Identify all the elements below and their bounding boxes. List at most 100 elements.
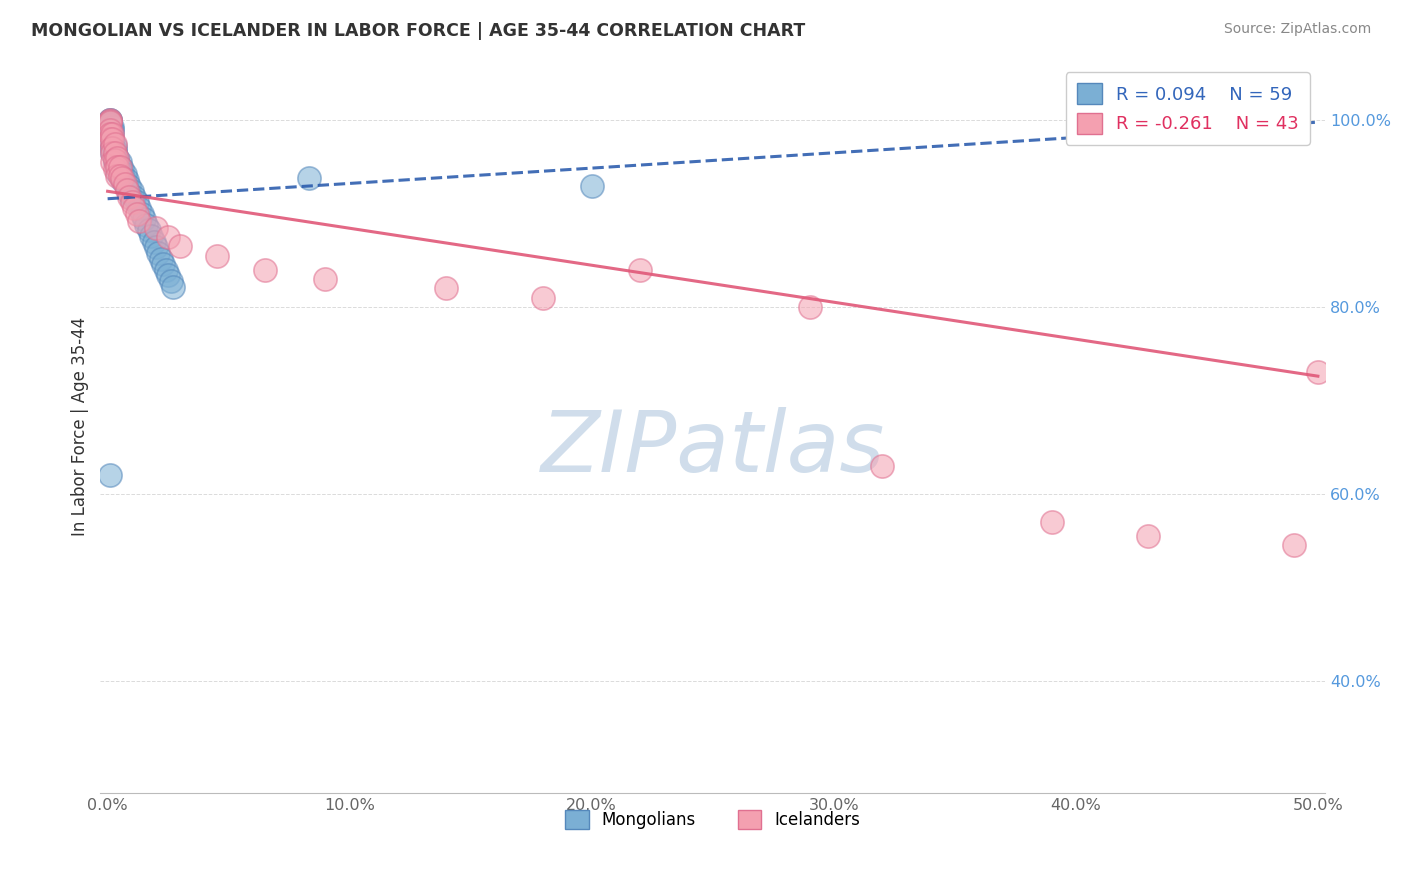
Point: [1306, 366, 1329, 380]
Point: [101, 146, 124, 161]
Point: [122, 190, 145, 204]
Point: [104, 146, 127, 161]
Point: [105, 160, 128, 174]
Point: [145, 220, 167, 235]
Point: [104, 146, 127, 161]
Point: [101, 141, 124, 155]
Point: [104, 161, 127, 176]
Point: [108, 160, 131, 174]
Point: [159, 274, 181, 288]
Point: [98, 115, 121, 129]
Point: [101, 128, 124, 142]
Text: ZIPatlas: ZIPatlas: [541, 407, 884, 490]
Text: Source: ZipAtlas.com: Source: ZipAtlas.com: [1223, 22, 1371, 37]
Point: [436, 281, 458, 295]
Point: [157, 268, 180, 283]
Point: [157, 230, 180, 244]
Point: [531, 291, 554, 305]
Point: [104, 151, 127, 165]
Point: [115, 173, 138, 187]
Point: [125, 195, 148, 210]
Point: [101, 132, 124, 146]
Point: [131, 207, 153, 221]
Point: [108, 164, 131, 178]
Point: [149, 252, 172, 266]
Point: [870, 458, 893, 473]
Point: [101, 146, 124, 161]
Point: [148, 246, 170, 260]
Point: [104, 143, 127, 157]
Y-axis label: In Labor Force | Age 35-44: In Labor Force | Age 35-44: [72, 317, 89, 536]
Point: [114, 168, 136, 182]
Point: [121, 192, 143, 206]
Point: [205, 249, 228, 263]
Point: [114, 174, 136, 188]
Text: MONGOLIAN VS ICELANDER IN LABOR FORCE | AGE 35-44 CORRELATION CHART: MONGOLIAN VS ICELANDER IN LABOR FORCE | …: [31, 22, 806, 40]
Point: [105, 151, 128, 165]
Legend: Mongolians, Icelanders: Mongolians, Icelanders: [558, 803, 868, 836]
Point: [111, 173, 134, 187]
Point: [115, 183, 138, 197]
Point: [162, 279, 184, 293]
Point: [121, 184, 143, 198]
Point: [799, 300, 821, 314]
Point: [1040, 515, 1063, 529]
Point: [115, 180, 138, 194]
Point: [135, 218, 157, 232]
Point: [98, 132, 121, 146]
Point: [105, 160, 128, 174]
Point: [142, 235, 165, 249]
Point: [98, 115, 121, 129]
Point: [132, 212, 155, 227]
Point: [104, 136, 127, 151]
Point: [111, 171, 134, 186]
Point: [105, 151, 128, 165]
Point: [98, 114, 121, 128]
Point: [314, 272, 336, 286]
Point: [98, 128, 121, 142]
Point: [114, 177, 136, 191]
Point: [628, 262, 651, 277]
Point: [145, 240, 167, 254]
Point: [141, 229, 163, 244]
Point: [101, 136, 124, 151]
Point: [152, 257, 174, 271]
Point: [125, 207, 148, 221]
Point: [101, 128, 124, 142]
Point: [101, 132, 124, 146]
Point: [118, 190, 141, 204]
Point: [1137, 529, 1160, 543]
Point: [138, 223, 160, 237]
Point: [105, 164, 128, 178]
Point: [98, 114, 121, 128]
Point: [118, 186, 141, 201]
Point: [101, 120, 124, 134]
Point: [98, 122, 121, 136]
Point: [104, 155, 127, 169]
Point: [108, 155, 131, 169]
Point: [105, 169, 128, 184]
Point: [122, 201, 145, 215]
Point: [101, 122, 124, 136]
Point: [101, 155, 124, 169]
Point: [118, 178, 141, 193]
Point: [98, 113, 121, 128]
Point: [581, 178, 603, 193]
Point: [98, 116, 121, 130]
Point: [101, 141, 124, 155]
Point: [98, 117, 121, 131]
Point: [98, 113, 121, 128]
Point: [297, 171, 319, 186]
Point: [98, 468, 121, 483]
Point: [104, 139, 127, 153]
Point: [155, 262, 177, 277]
Point: [108, 169, 131, 184]
Point: [169, 239, 191, 253]
Point: [128, 201, 150, 215]
Point: [98, 118, 121, 132]
Point: [98, 122, 121, 136]
Point: [253, 262, 276, 277]
Point: [128, 214, 150, 228]
Point: [98, 128, 121, 142]
Point: [111, 161, 134, 176]
